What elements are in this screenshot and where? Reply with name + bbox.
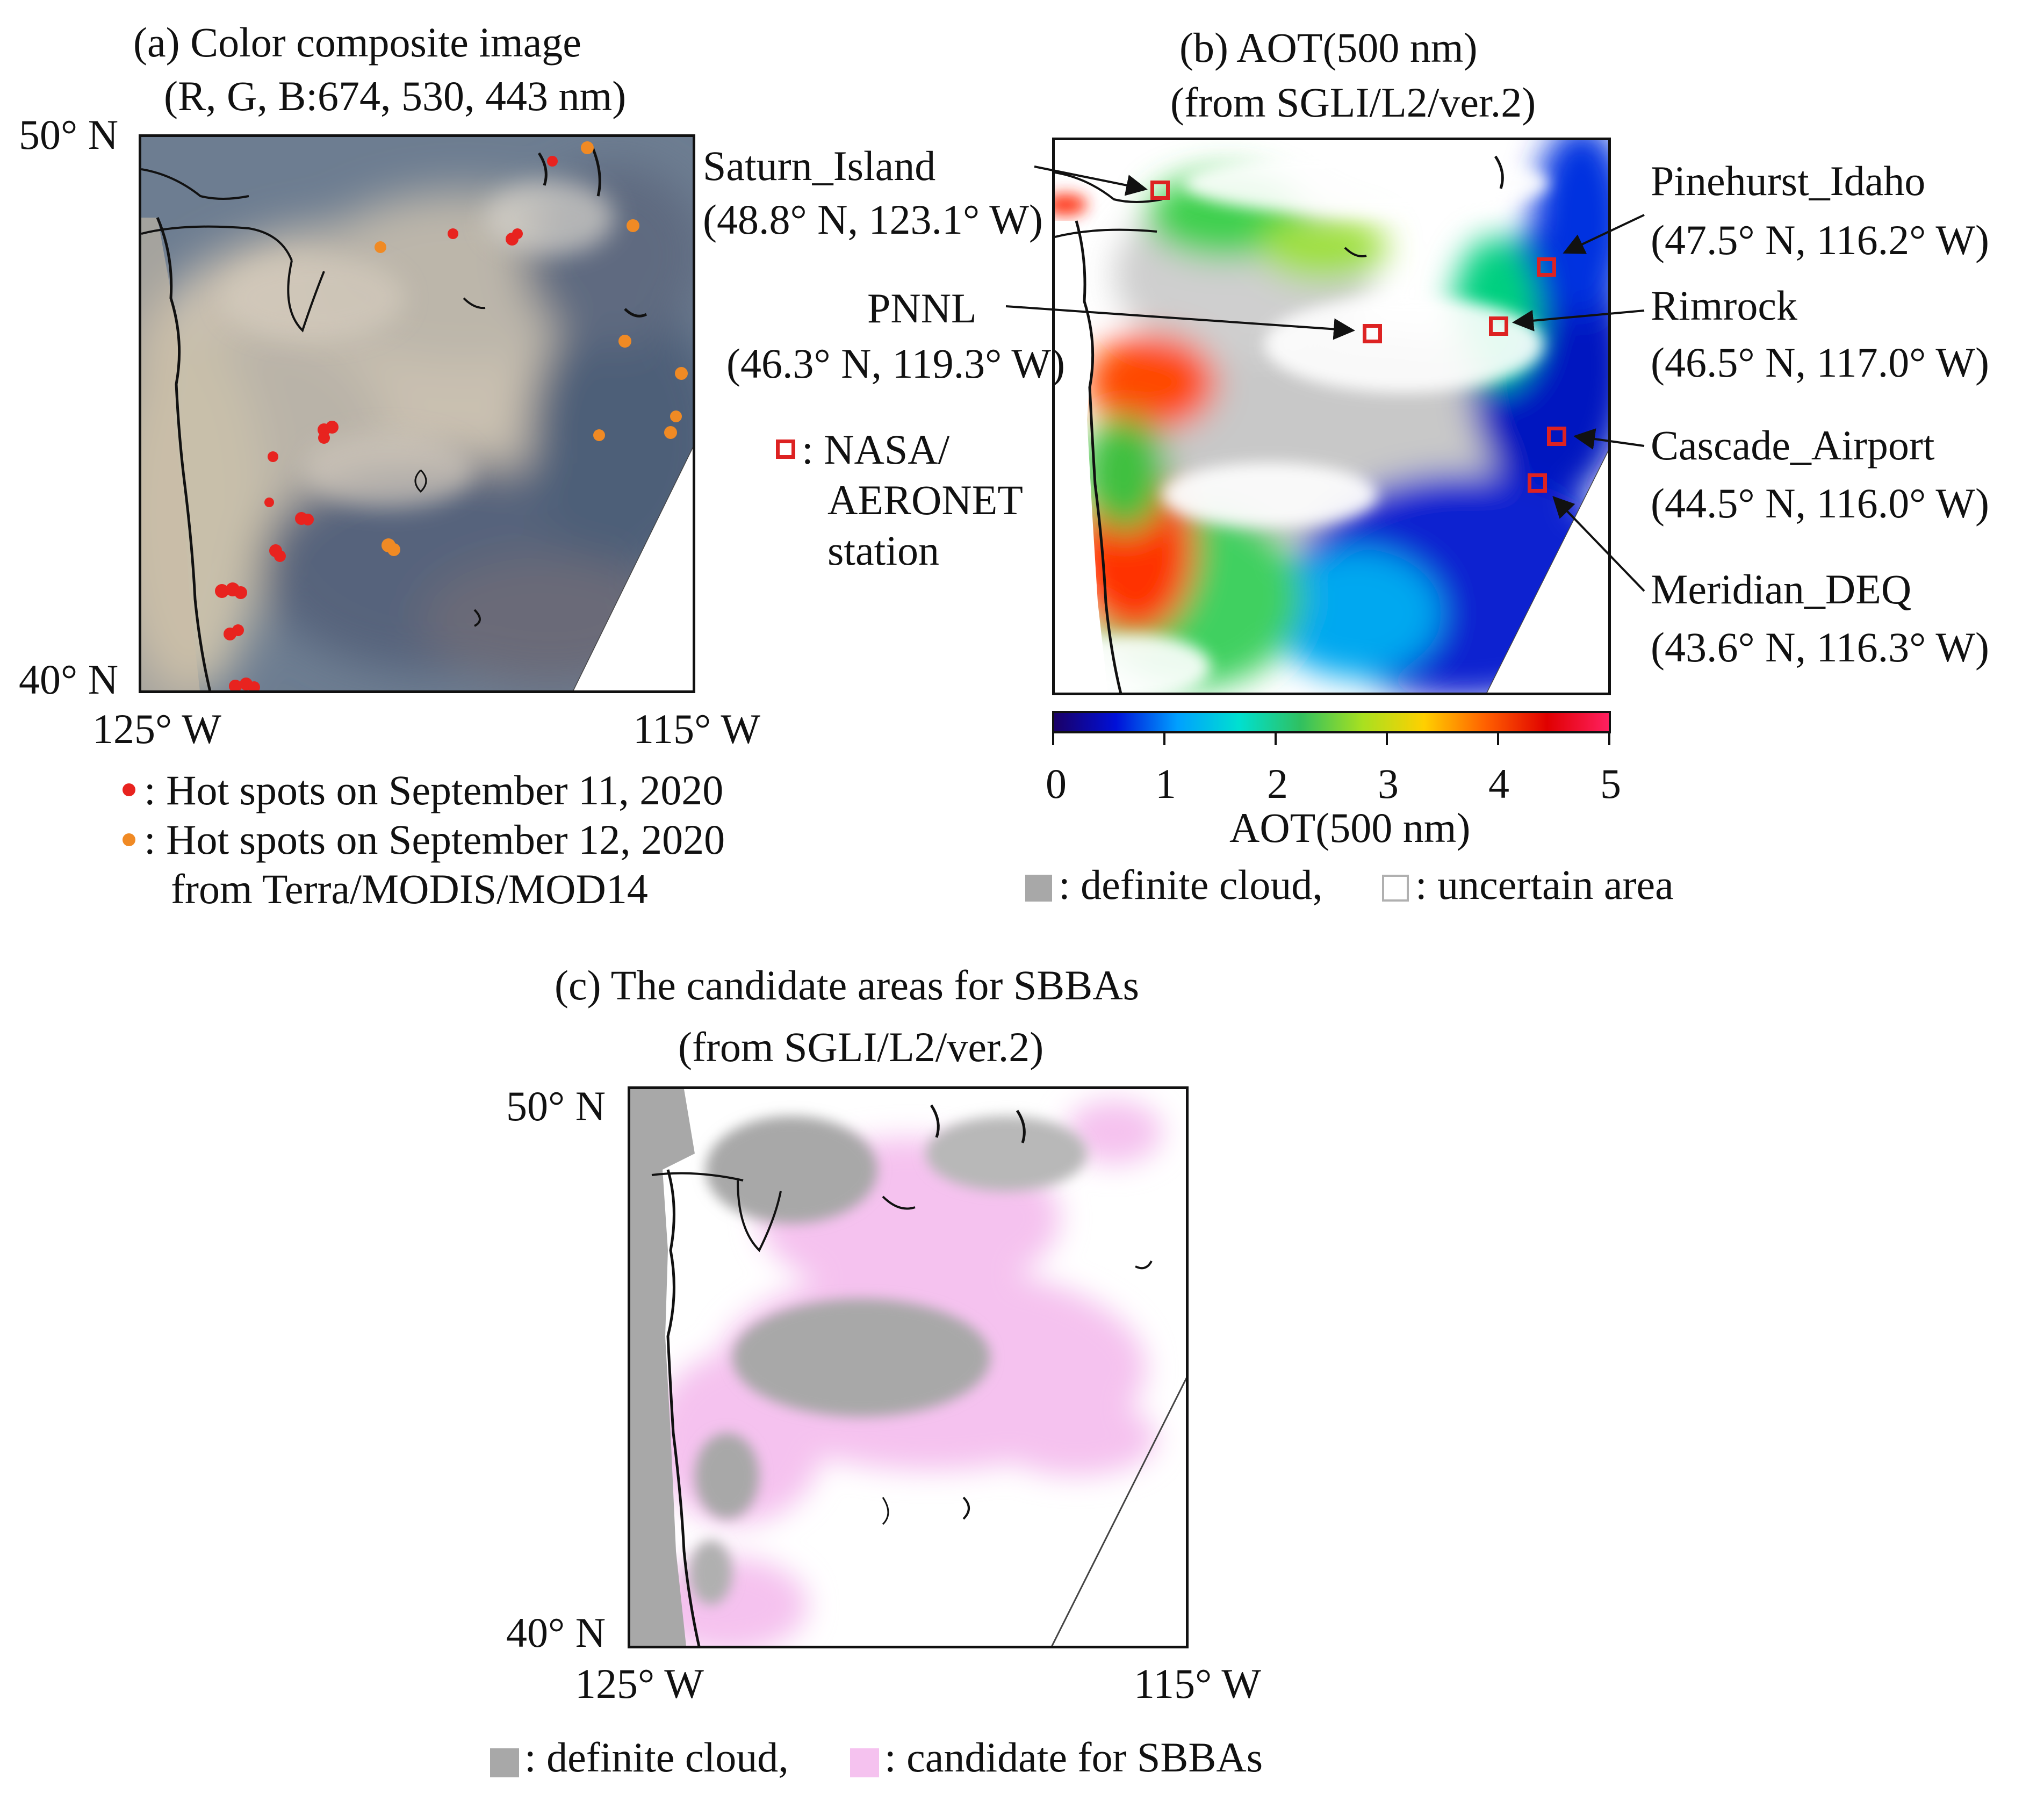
sbba-candidate-image: [630, 1089, 1186, 1646]
aeronet-station-legend-marker: [776, 440, 795, 459]
aeronet-legend-line3: station: [827, 527, 939, 574]
panel-c-lat-bottom: 40° N: [506, 1609, 606, 1656]
aeronet-legend-line1: : NASA/: [802, 426, 950, 473]
colorbar-tick-4: 4: [1488, 760, 1509, 807]
panel-a-title: (a) Color composite image: [133, 19, 581, 66]
panel-a-subtitle: (R, G, B:674, 530, 443 nm): [164, 73, 627, 119]
candidate-sbba-label: : candidate for SBBAs: [884, 1734, 1263, 1781]
definite-cloud-swatch-c: [490, 1748, 519, 1777]
candidate-sbba-swatch: [850, 1748, 879, 1777]
panel-a-lon-right: 115° W: [633, 705, 761, 752]
station-saturn-island-name: Saturn_Island: [703, 142, 936, 189]
panel-c-title: (c) The candidate areas for SBBAs: [555, 962, 1140, 1008]
aot-image: [1055, 140, 1608, 693]
station-pnnl-marker: [1363, 324, 1382, 343]
station-meridian-coords: (43.6° N, 116.3° W): [1651, 624, 1989, 671]
colorbar-ticks: [1052, 733, 1610, 745]
colorbar-tick-3: 3: [1378, 760, 1399, 807]
panel-a-lat-bottom: 40° N: [19, 656, 119, 703]
hot-spot-sep11-marker: [123, 783, 135, 796]
station-meridian-name: Meridian_DEQ: [1651, 566, 1912, 613]
aot-map: [1052, 138, 1611, 695]
definite-cloud-swatch-b: [1025, 875, 1052, 902]
sbba-candidate-map: [628, 1086, 1189, 1648]
station-cascade-marker: [1547, 427, 1566, 446]
panel-c-subtitle: (from SGLI/L2/ver.2): [678, 1024, 1044, 1070]
panel-c-lon-left: 125° W: [575, 1660, 704, 1707]
station-pinehurst-marker: [1537, 257, 1556, 277]
station-saturn-island-coords: (48.8° N, 123.1° W): [703, 196, 1043, 243]
panel-a-lat-top: 50° N: [19, 111, 119, 158]
colorbar-label: AOT(500 nm): [1229, 804, 1471, 851]
aot-colorbar: [1052, 711, 1611, 733]
station-rimrock-name: Rimrock: [1651, 282, 1797, 329]
color-composite-image: [141, 137, 693, 690]
colorbar-tick-5: 5: [1600, 760, 1621, 807]
uncertain-area-swatch: [1382, 875, 1409, 902]
station-pnnl-name: PNNL: [867, 285, 977, 332]
station-rimrock-coords: (46.5° N, 117.0° W): [1651, 339, 1989, 386]
station-pnnl-coords: (46.3° N, 119.3° W): [726, 340, 1065, 387]
hot-spots: [215, 141, 688, 690]
aeronet-legend-line2: AERONET: [827, 477, 1023, 523]
color-composite-map: [139, 134, 695, 693]
hot-spot-source: from Terra/MODIS/MOD14: [171, 866, 648, 912]
station-saturn-island-marker: [1150, 181, 1170, 200]
station-cascade-name: Cascade_Airport: [1651, 422, 1935, 469]
station-pinehurst-name: Pinehurst_Idaho: [1651, 157, 1926, 204]
definite-cloud-label-b: : definite cloud,: [1059, 861, 1323, 908]
panel-c-lat-top: 50° N: [506, 1083, 606, 1129]
station-rimrock-marker: [1489, 316, 1508, 336]
hot-spot-sep12-marker: [123, 833, 135, 846]
station-cascade-coords: (44.5° N, 116.0° W): [1651, 480, 1989, 527]
uncertain-area-label: : uncertain area: [1415, 861, 1674, 908]
hot-spot-sep12-label: : Hot spots on September 12, 2020: [144, 816, 725, 863]
station-meridian-marker: [1528, 473, 1547, 493]
panel-b-title: (b) AOT(500 nm): [1179, 24, 1478, 71]
panel-a-lon-left: 125° W: [92, 705, 221, 752]
definite-cloud-label-c: : definite cloud,: [524, 1734, 789, 1781]
colorbar-tick-1: 1: [1155, 760, 1176, 807]
station-pinehurst-coords: (47.5° N, 116.2° W): [1651, 217, 1989, 263]
colorbar-tick-0: 0: [1046, 760, 1067, 807]
colorbar-tick-2: 2: [1267, 760, 1288, 807]
hot-spot-sep11-label: : Hot spots on September 11, 2020: [144, 767, 724, 813]
panel-b-subtitle: (from SGLI/L2/ver.2): [1170, 79, 1536, 126]
panel-c-lon-right: 115° W: [1134, 1660, 1262, 1707]
